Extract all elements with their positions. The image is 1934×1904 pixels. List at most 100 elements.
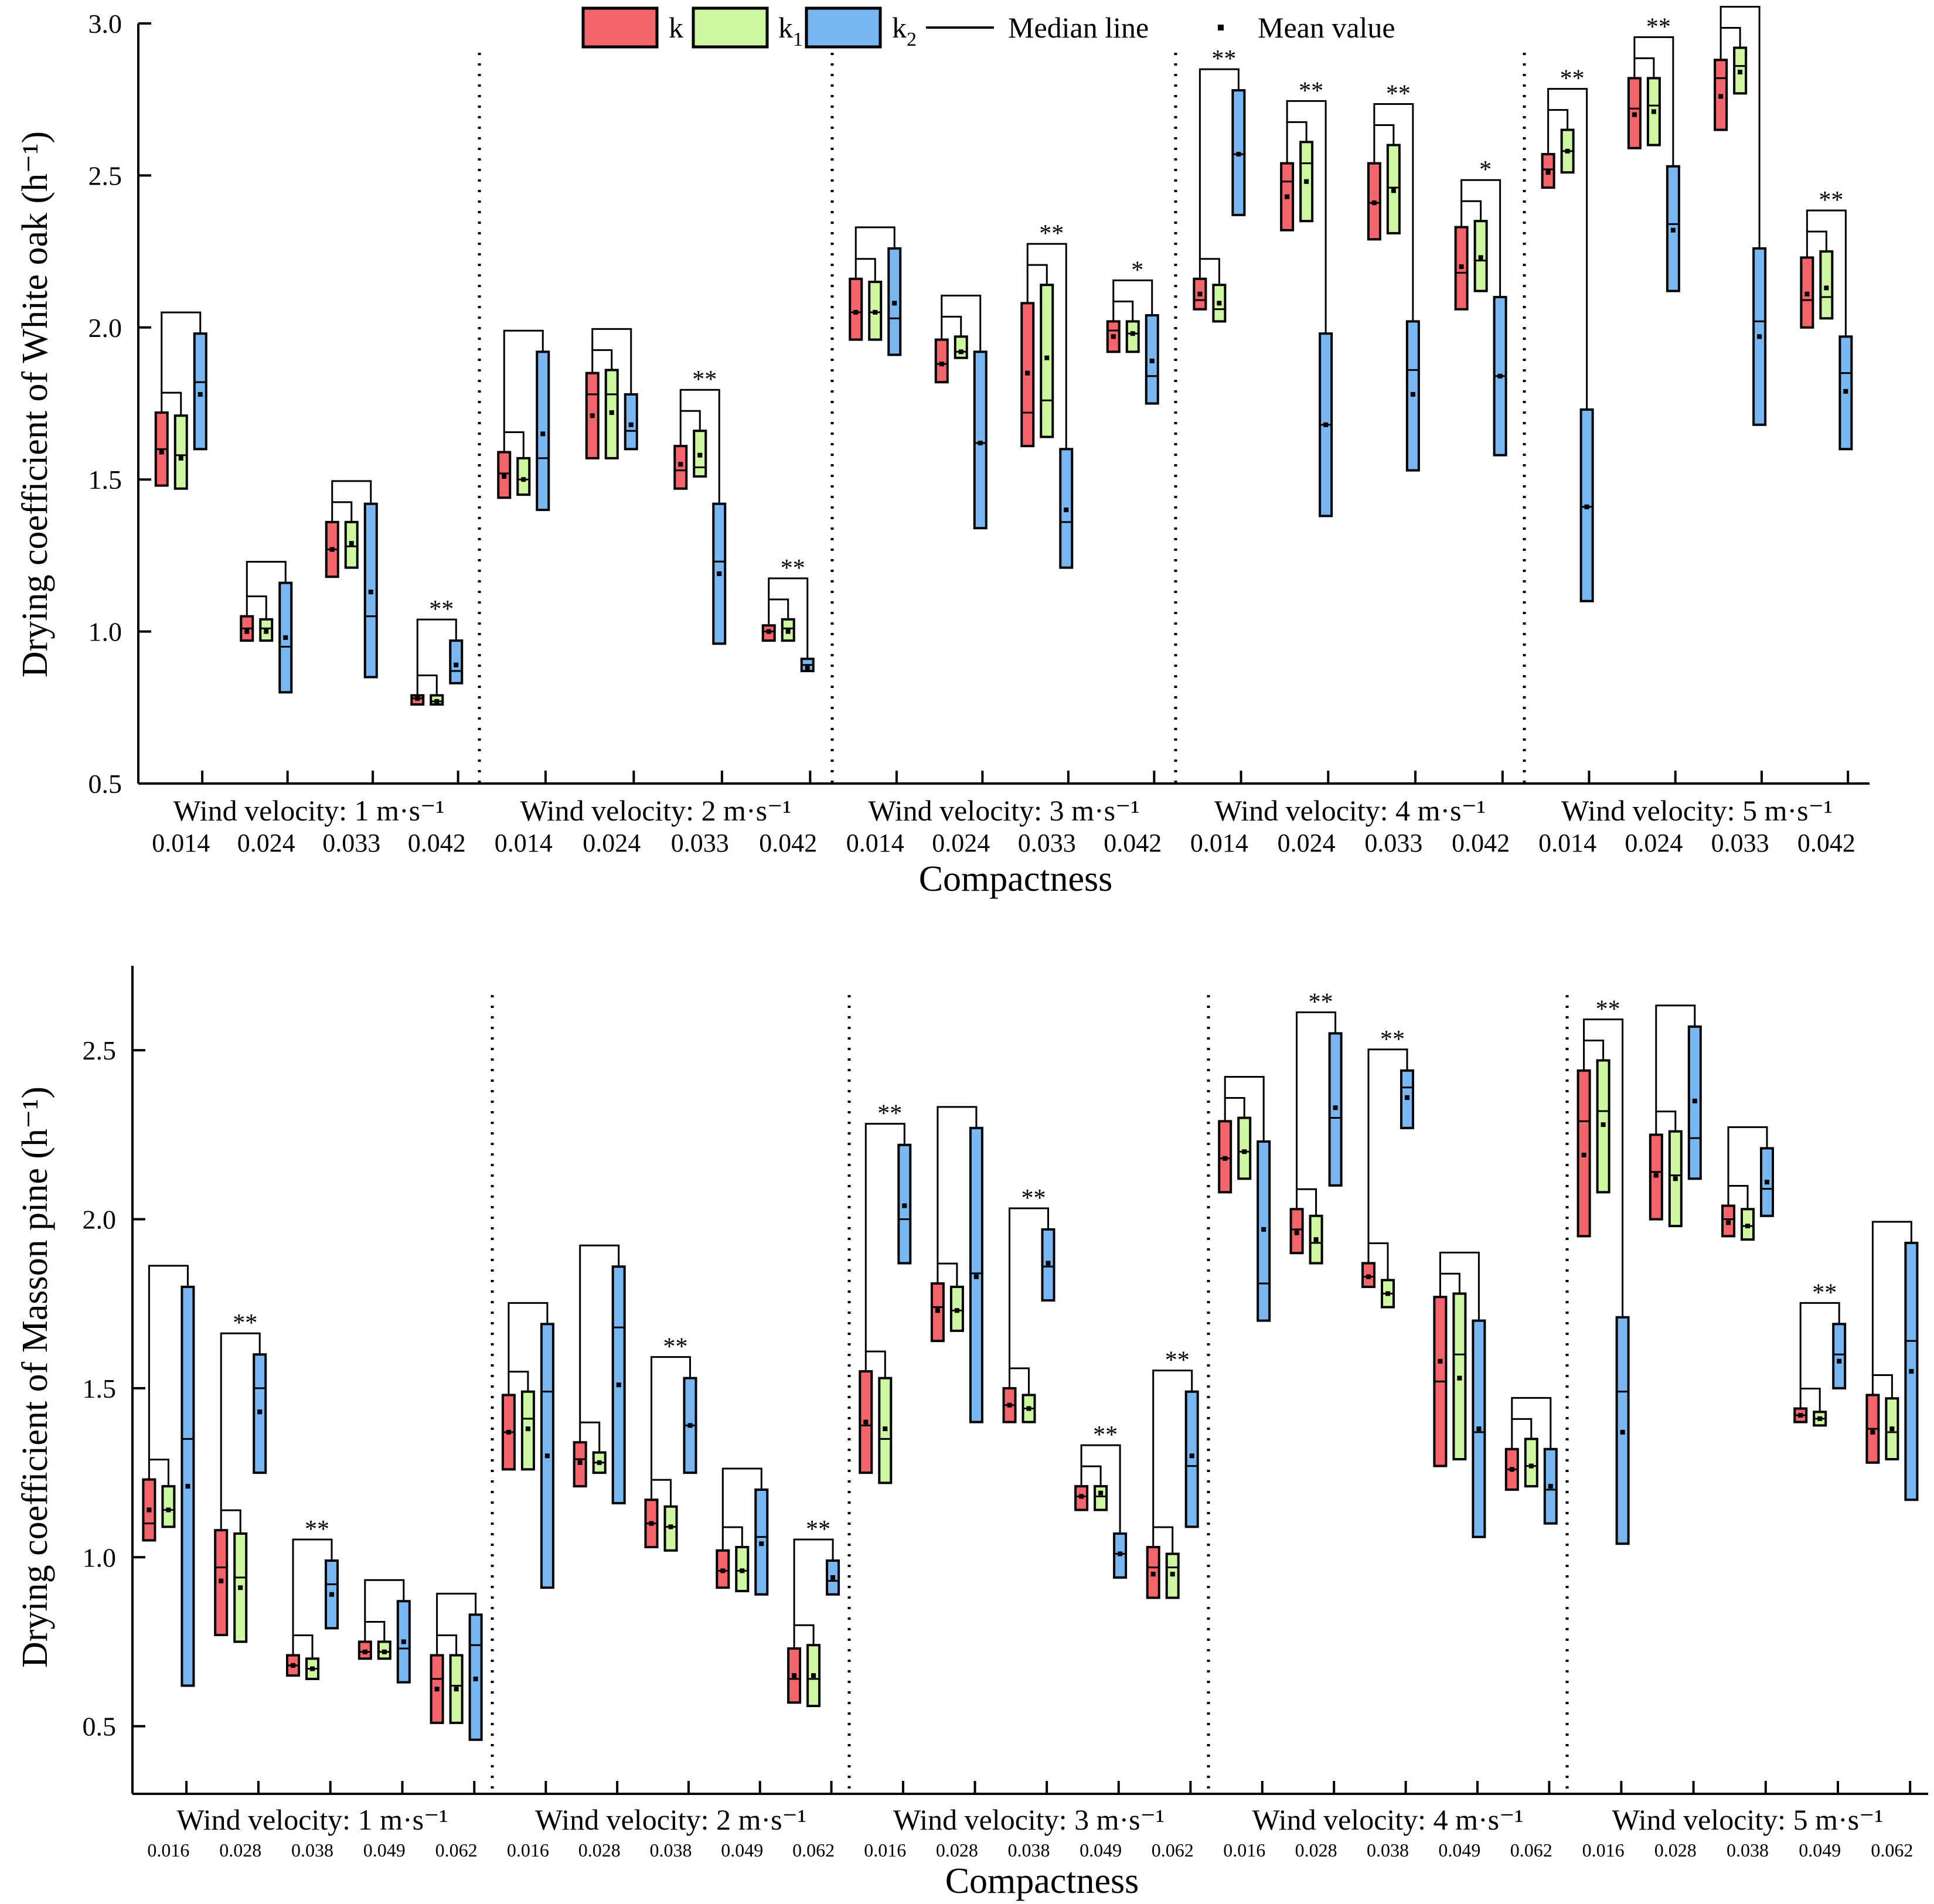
bracket-k-k1 xyxy=(1871,1374,1893,1399)
category-label: 0.062 xyxy=(792,1840,835,1861)
box-k1 xyxy=(1237,1116,1252,1180)
bracket-k-k2 xyxy=(1633,36,1674,166)
mean-marker xyxy=(1745,1224,1750,1229)
y-axis-title: Drying coefficient of Masson pine (h⁻¹) xyxy=(15,1086,55,1668)
significance-label: ** xyxy=(806,1516,830,1543)
bracket-k-k1 xyxy=(937,1262,958,1287)
bracket-k-k2 xyxy=(246,561,287,597)
mean-marker xyxy=(939,362,944,367)
category-label: 0.042 xyxy=(1104,829,1162,857)
significance-label: ** xyxy=(877,1101,902,1128)
mean-marker xyxy=(577,1460,583,1465)
bracket-k-k2 xyxy=(1296,1011,1337,1190)
box-k1 xyxy=(1819,250,1834,320)
bracket-k-k2 xyxy=(364,1579,405,1622)
bracket-k-k2 xyxy=(721,1467,762,1527)
bracket-k-k2 xyxy=(937,1106,978,1264)
mean-marker xyxy=(883,1426,888,1432)
mean-marker xyxy=(1064,507,1069,513)
significance-label: ** xyxy=(1299,77,1323,104)
category-label: 0.016 xyxy=(507,1840,549,1861)
mean-marker xyxy=(1170,1572,1175,1577)
bracket-k-k2 xyxy=(1655,1004,1696,1112)
box-k1 xyxy=(954,335,968,359)
bracket-k-k1 xyxy=(220,1509,241,1534)
box-k1 xyxy=(161,1485,176,1528)
mean-marker xyxy=(1046,1261,1051,1266)
mean-marker xyxy=(1385,1291,1390,1296)
bracket-k-k1 xyxy=(679,410,701,447)
mean-marker xyxy=(616,1382,621,1388)
legend-swatch-k1 xyxy=(692,6,769,49)
group-label: Wind velocity: 3 m·s⁻¹ xyxy=(893,1803,1165,1836)
category-label: 0.014 xyxy=(846,829,904,857)
mean-marker xyxy=(759,1541,764,1547)
bracket-k-k2 xyxy=(793,1538,834,1626)
category-label: 0.049 xyxy=(1080,1840,1122,1861)
mean-marker xyxy=(1079,1494,1084,1499)
mean-marker xyxy=(978,440,983,445)
legend-label-median: Median line xyxy=(1008,11,1149,44)
category-label: 0.042 xyxy=(408,829,466,857)
category-label: 0.024 xyxy=(932,829,990,857)
category-label: 0.038 xyxy=(1008,1840,1050,1861)
bracket-k-k2 xyxy=(416,618,457,676)
bracket-k-k2 xyxy=(508,1302,549,1372)
group-label: Wind velocity: 1 m·s⁻¹ xyxy=(173,794,445,827)
mean-marker xyxy=(1651,109,1656,114)
bracket-k-k2 xyxy=(148,1265,189,1460)
mean-marker xyxy=(1189,1453,1194,1459)
mean-marker xyxy=(1261,1227,1266,1232)
mean-marker xyxy=(1653,1173,1659,1178)
category-label: 0.024 xyxy=(237,829,295,857)
mean-marker xyxy=(1098,1490,1104,1496)
mean-marker xyxy=(628,422,634,427)
mean-marker xyxy=(1738,70,1743,75)
mean-marker xyxy=(1217,301,1222,306)
significance-label: ** xyxy=(1093,1422,1118,1449)
bracket-k-k1 xyxy=(508,1371,529,1395)
bracket-k-k1 xyxy=(331,501,353,522)
mean-marker xyxy=(1459,264,1464,270)
y-tick-label: 2.5 xyxy=(83,1036,117,1065)
mean-marker xyxy=(1130,331,1135,336)
bracket-k-k2 xyxy=(1871,1221,1912,1375)
mean-marker xyxy=(1718,94,1724,99)
bracket-k-k2 xyxy=(1009,1207,1049,1368)
bracket-k-k1 xyxy=(1583,1039,1605,1071)
bracket-k-k2 xyxy=(1439,1251,1480,1321)
bracket-k-k1 xyxy=(1152,1526,1174,1554)
bracket-k-k2 xyxy=(436,1592,477,1636)
x-axis-title: Compactness xyxy=(919,859,1113,899)
mean-marker xyxy=(1673,1176,1678,1181)
bracket-k-k2 xyxy=(1286,100,1327,334)
category-label: 0.033 xyxy=(671,829,729,857)
significance-label: ** xyxy=(1646,13,1671,40)
significance-label: ** xyxy=(1732,0,1757,11)
bracket-k-k1 xyxy=(941,315,962,340)
mean-marker xyxy=(1824,285,1829,291)
mean-marker xyxy=(1242,1149,1247,1154)
chart-masson-pine: 0.5 1.0 1.5 2.0 2.5 Drying coefficient of Mas… xyxy=(15,966,1928,1901)
group-label: Wind velocity: 4 m·s⁻¹ xyxy=(1214,794,1486,827)
box-k1 xyxy=(1125,320,1140,353)
mean-marker xyxy=(687,1423,693,1428)
mean-marker xyxy=(1026,1406,1031,1411)
mean-marker xyxy=(244,629,250,634)
mean-marker xyxy=(349,541,354,546)
bracket-k-k1 xyxy=(148,1459,169,1487)
category-label: 0.028 xyxy=(936,1840,978,1861)
bracket-k-k2 xyxy=(1112,279,1153,316)
legend-label-k2-sub: 2 xyxy=(907,29,917,50)
y-tick-label: 1.0 xyxy=(88,617,122,647)
mean-marker xyxy=(1817,1416,1823,1421)
bracket-k-k2 xyxy=(292,1538,333,1636)
category-label: 0.024 xyxy=(1278,829,1336,857)
bracket-k-k1 xyxy=(292,1634,314,1659)
bracket-k-k1 xyxy=(364,1620,386,1642)
mean-marker xyxy=(329,1592,334,1597)
significance-label: ** xyxy=(1819,187,1843,214)
significance-label: ** xyxy=(1165,1347,1190,1374)
box-k1 xyxy=(173,414,188,490)
